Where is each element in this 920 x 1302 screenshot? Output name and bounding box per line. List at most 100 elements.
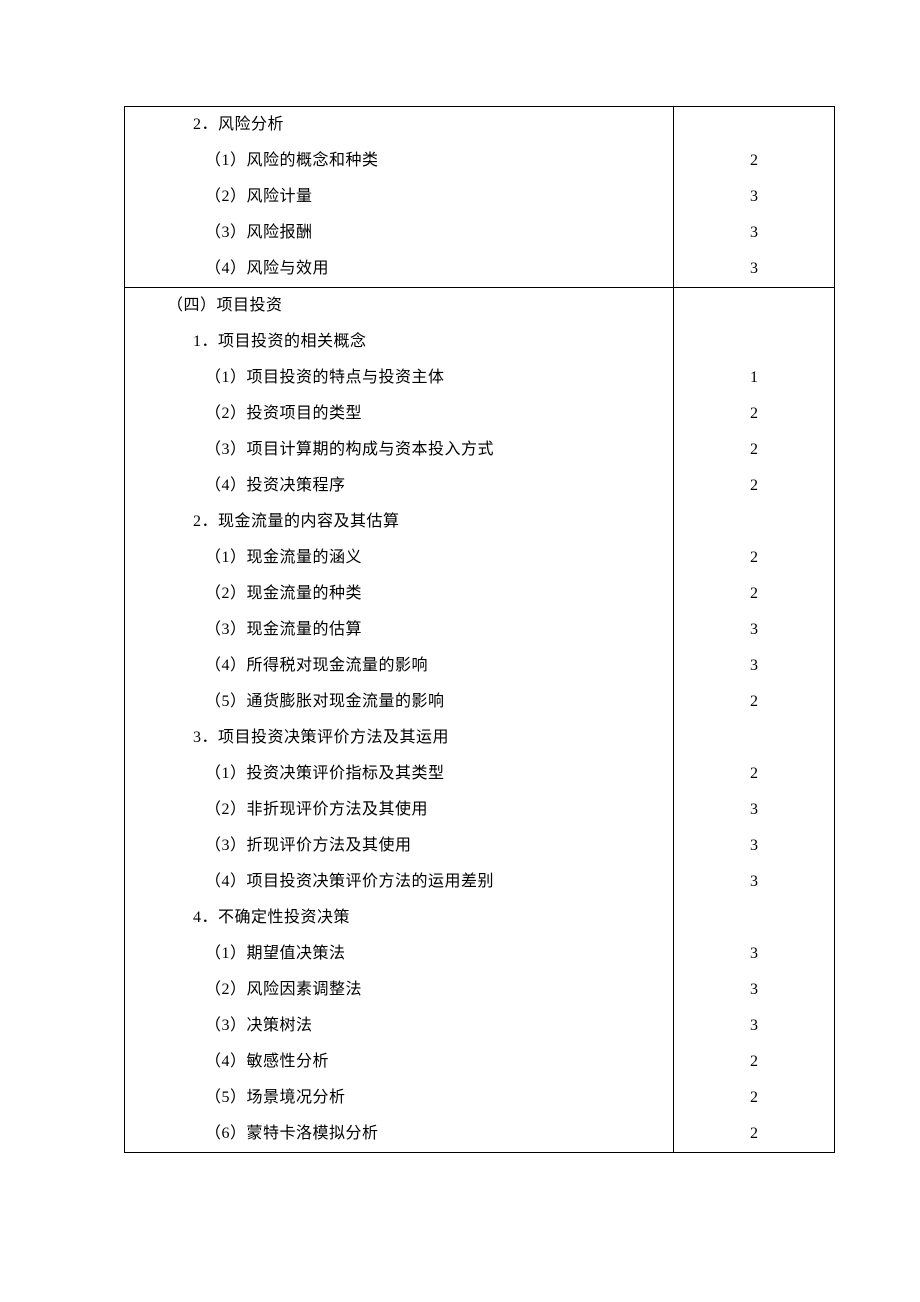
outline-item-text: （1）现金流量的涵义 [205,547,362,569]
outline-item-text: （3）项目计算期的构成与资本投入方式 [205,439,494,461]
outline-item-text: （5）场景境况分析 [205,1087,346,1109]
outline-item-text: 1．项目投资的相关概念 [193,331,367,353]
outline-item-number-row: 2 [674,1116,834,1152]
outline-item-text: （4）所得税对现金流量的影响 [205,655,428,677]
outline-item: 2．现金流量的内容及其估算 [125,504,673,540]
outline-item-text: （5）通货膨胀对现金流量的影响 [205,691,445,713]
outline-item-text: （2）投资项目的类型 [205,403,362,425]
outline-item-number: 2 [750,475,758,497]
outline-item-number-row: 3 [674,1008,834,1044]
outline-item-number: 2 [750,763,758,785]
outline-item-number: 3 [750,799,758,821]
outline-item-number-row: 2 [674,396,834,432]
outline-item-number-row [674,504,834,540]
outline-item: （2）非折现评价方法及其使用 [125,792,673,828]
outline-item-text: （四）项目投资 [167,295,283,317]
outline-item-text: （2）风险因素调整法 [205,979,362,1001]
outline-section-row: 2．风险分析（1）风险的概念和种类（2）风险计量（3）风险报酬（4）风险与效用2… [125,107,835,288]
outline-item: （1）风险的概念和种类 [125,143,673,179]
outline-item-number-row: 3 [674,972,834,1008]
outline-item-text: （2）现金流量的种类 [205,583,362,605]
outline-item: （4）项目投资决策评价方法的运用差别 [125,864,673,900]
outline-item-number: 2 [750,1123,758,1145]
outline-item-number-row [674,900,834,936]
outline-item-number: 2 [750,583,758,605]
outline-item: （1）投资决策评价指标及其类型 [125,756,673,792]
outline-item-number: 1 [750,367,758,389]
outline-item-number-row: 2 [674,1080,834,1116]
outline-item-number: 3 [750,871,758,893]
outline-item-number-row: 3 [674,179,834,215]
outline-item-number: 2 [750,1087,758,1109]
outline-item: 4．不确定性投资决策 [125,900,673,936]
content-cell: （四）项目投资 1．项目投资的相关概念 （1）项目投资的特点与投资主体 （2）投资项目… [125,288,674,1153]
outline-item-number: 3 [750,979,758,1001]
outline-item-number-row [674,720,834,756]
outline-item-number-row [674,324,834,360]
outline-item-number-row: 2 [674,1044,834,1080]
outline-item-number-row: 2 [674,432,834,468]
outline-item-number: 3 [750,943,758,965]
outline-item: （3）项目计算期的构成与资本投入方式 [125,432,673,468]
document-page: 2．风险分析（1）风险的概念和种类（2）风险计量（3）风险报酬（4）风险与效用2… [0,106,920,1153]
outline-item: （3）折现评价方法及其使用 [125,828,673,864]
outline-item: 1．项目投资的相关概念 [125,324,673,360]
outline-item-number-row: 2 [674,684,834,720]
outline-item-text: （2）风险计量 [205,186,313,208]
outline-item-text: 3．项目投资决策评价方法及其运用 [193,727,449,749]
outline-item: （4）投资决策程序 [125,468,673,504]
outline-item-number-row: 2 [674,143,834,179]
outline-item-text: （4）投资决策程序 [205,475,346,497]
outline-item-number: 3 [750,835,758,857]
outline-item-text: （1）投资决策评价指标及其类型 [205,763,445,785]
outline-item-number-row: 3 [674,612,834,648]
outline-item: （4）敏感性分析 [125,1044,673,1080]
outline-item-number-row: 2 [674,468,834,504]
outline-item-number: 3 [750,258,758,280]
outline-item-number-row: 3 [674,215,834,251]
outline-item-text: 2．现金流量的内容及其估算 [193,511,400,533]
outline-item: （四）项目投资 [125,288,673,324]
outline-item-number-row [674,107,834,143]
outline-item-text: （3）折现评价方法及其使用 [205,835,412,857]
outline-item-text: （4）敏感性分析 [205,1051,329,1073]
outline-item-number-row: 3 [674,864,834,900]
number-cell: 2 3 3 3 [674,107,835,288]
outline-item-text: （1）项目投资的特点与投资主体 [205,367,445,389]
outline-item-number: 2 [750,547,758,569]
outline-item-number-row: 3 [674,936,834,972]
outline-item-text: 4．不确定性投资决策 [193,907,350,929]
outline-item-number-row: 3 [674,648,834,684]
outline-item-number-row: 3 [674,251,834,287]
outline-item: （2）风险因素调整法 [125,972,673,1008]
outline-item-number-row: 2 [674,540,834,576]
outline-item: （2）现金流量的种类 [125,576,673,612]
number-cell: 1 2 2 2 2 2 3 3 2 2 3 3 3 3 3 3 2 2 2 [674,288,835,1153]
outline-item-text: （3）决策树法 [205,1015,313,1037]
outline-item: （4）所得税对现金流量的影响 [125,648,673,684]
outline-item-number-row: 3 [674,828,834,864]
outline-item: （4）风险与效用 [125,251,673,287]
outline-item-number: 3 [750,186,758,208]
outline-item: （1）现金流量的涵义 [125,540,673,576]
outline-section-row: （四）项目投资 1．项目投资的相关概念 （1）项目投资的特点与投资主体 （2）投资项目… [125,288,835,1153]
outline-item: 3．项目投资决策评价方法及其运用 [125,720,673,756]
outline-item: （5）场景境况分析 [125,1080,673,1116]
outline-item-number: 3 [750,1015,758,1037]
outline-item-text: （3）现金流量的估算 [205,619,362,641]
outline-item-text: （2）非折现评价方法及其使用 [205,799,428,821]
outline-item-number: 3 [750,619,758,641]
outline-item-number: 2 [750,691,758,713]
outline-item-number: 2 [750,439,758,461]
outline-item-text: 2．风险分析 [193,114,284,136]
outline-item-number: 3 [750,655,758,677]
outline-item-number-row: 3 [674,792,834,828]
outline-item: （6）蒙特卡洛模拟分析 [125,1116,673,1152]
outline-item-number-row: 2 [674,756,834,792]
outline-item-text: （1）风险的概念和种类 [205,150,379,172]
outline-item: （3）现金流量的估算 [125,612,673,648]
outline-item-text: （6）蒙特卡洛模拟分析 [205,1123,379,1145]
outline-tbody: 2．风险分析（1）风险的概念和种类（2）风险计量（3）风险报酬（4）风险与效用2… [125,107,835,1153]
outline-item-number-row [674,288,834,324]
outline-item: （2）风险计量 [125,179,673,215]
